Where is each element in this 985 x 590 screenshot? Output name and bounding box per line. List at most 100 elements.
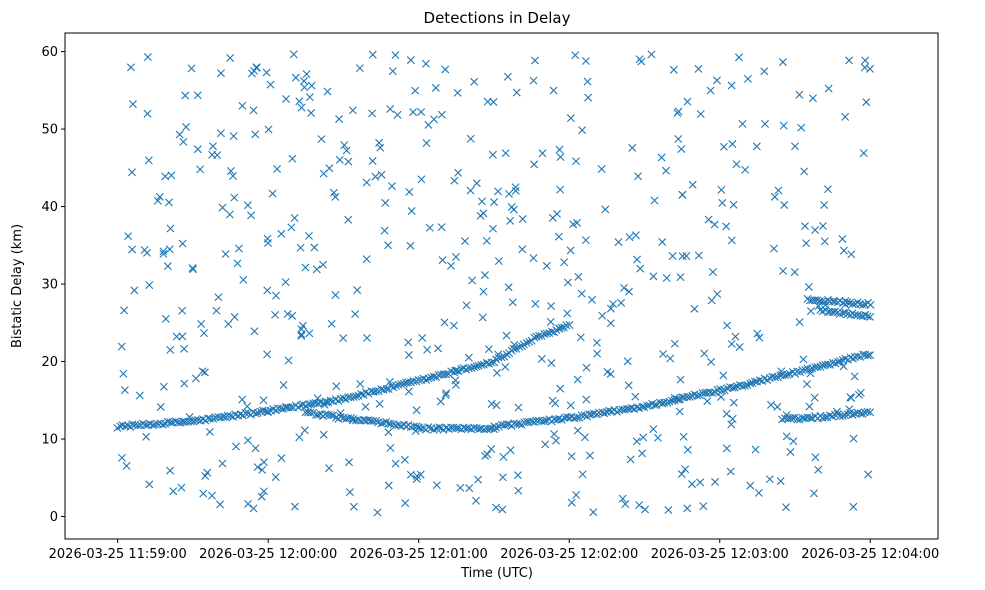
detection-point [606, 304, 615, 313]
detection-point [590, 409, 599, 418]
detection-point [225, 210, 234, 219]
detection-point [251, 409, 260, 418]
detection-point [853, 408, 862, 417]
detection-point [472, 179, 481, 188]
detection-point [228, 172, 237, 181]
detection-point [571, 51, 580, 60]
detection-point [422, 375, 431, 384]
detection-point [850, 372, 859, 381]
detection-point [488, 150, 497, 159]
detection-point [335, 155, 344, 164]
detection-point [677, 145, 686, 154]
detection-point [609, 300, 618, 308]
detection-point [489, 98, 498, 107]
detection-point [120, 386, 129, 395]
detection-point [803, 380, 812, 389]
detection-point [169, 487, 178, 496]
detection-point [263, 408, 272, 417]
detection-point [472, 496, 481, 505]
detection-point [863, 351, 872, 360]
detection-point [628, 143, 637, 152]
detection-point [585, 451, 594, 460]
detection-point [349, 502, 358, 511]
detection-point [411, 86, 420, 95]
detection-point [593, 349, 602, 358]
detection-point [429, 372, 438, 381]
detection-point [451, 252, 460, 261]
detection-point [187, 64, 196, 73]
detection-point [847, 250, 856, 259]
detection-point [236, 410, 245, 419]
detection-point [206, 414, 215, 423]
detection-point [600, 409, 609, 418]
detection-point [349, 392, 358, 401]
detection-point [221, 250, 230, 259]
detection-point [525, 337, 534, 346]
detection-point [492, 401, 501, 410]
detection-point [466, 134, 475, 143]
detection-point [258, 406, 267, 415]
detection-point [562, 321, 571, 330]
detection-point [238, 101, 247, 110]
detection-point [624, 381, 633, 390]
detection-point [259, 458, 268, 467]
detection-point [669, 65, 678, 74]
detection-point [750, 377, 759, 386]
detection-point [161, 314, 170, 323]
detection-point [373, 508, 382, 517]
detection-point [676, 273, 685, 282]
detection-point [845, 56, 854, 65]
detection-point [339, 334, 348, 343]
detection-point [631, 231, 640, 240]
detection-point [672, 395, 681, 404]
detection-point [290, 502, 299, 511]
detection-point [166, 466, 175, 475]
detection-point [277, 229, 286, 238]
detection-point [675, 407, 684, 416]
detection-point [507, 202, 516, 211]
detection-point [362, 255, 371, 264]
detection-point [799, 355, 808, 364]
detection-point [145, 480, 154, 489]
detection-point [502, 350, 511, 359]
detection-point [718, 386, 727, 395]
detection-point [802, 239, 811, 248]
detection-point [405, 187, 414, 196]
detection-point [866, 351, 875, 360]
detection-point [515, 342, 524, 351]
detection-point [266, 80, 275, 89]
detection-point [581, 57, 590, 66]
detection-point [818, 221, 827, 230]
detection-point [193, 416, 202, 425]
detection-point [478, 313, 487, 322]
detection-point [866, 408, 875, 417]
detection-point [119, 369, 128, 378]
detection-point [435, 423, 443, 432]
detection-point [765, 475, 774, 484]
detection-point [218, 459, 227, 468]
x-tick-label: 2026-03-25 12:03:00 [651, 547, 789, 562]
detection-point [273, 165, 282, 174]
detection-point [492, 503, 500, 512]
detection-point [200, 368, 209, 377]
detection-point [159, 249, 168, 258]
detection-point [319, 430, 328, 439]
detection-point [632, 437, 641, 446]
x-tick-label: 2026-03-25 12:02:00 [500, 547, 638, 562]
detection-point [512, 88, 521, 97]
detection-point [226, 166, 235, 175]
detection-point [620, 405, 629, 414]
detection-point [556, 384, 565, 393]
detection-point [814, 302, 823, 311]
detection-point [262, 68, 271, 77]
detection-point [348, 106, 357, 115]
detection-point [848, 309, 857, 318]
y-tick-label: 20 [41, 355, 58, 370]
detection-point [282, 403, 291, 412]
detection-point [786, 447, 795, 456]
detection-point [678, 252, 687, 261]
detection-point [719, 371, 728, 380]
detection-point [327, 319, 336, 328]
detection-point [307, 81, 316, 90]
